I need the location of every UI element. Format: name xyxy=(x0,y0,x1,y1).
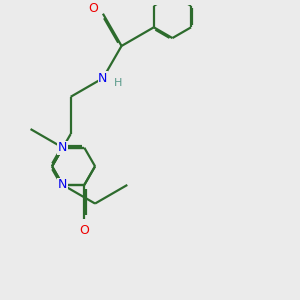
Text: H: H xyxy=(113,78,122,88)
Text: N: N xyxy=(58,178,68,191)
Text: N: N xyxy=(98,72,108,85)
Text: O: O xyxy=(80,224,89,238)
Text: O: O xyxy=(88,2,98,15)
Text: N: N xyxy=(58,141,68,154)
